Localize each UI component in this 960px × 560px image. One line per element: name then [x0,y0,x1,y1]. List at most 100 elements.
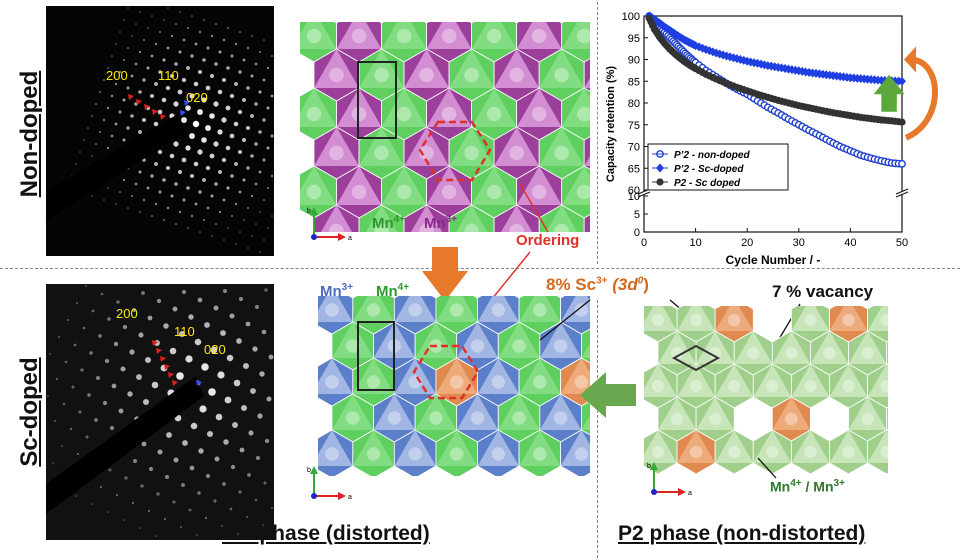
mn-octahedron-face [867,364,888,397]
diffraction-spot [266,66,270,70]
diffraction-spot [151,215,153,217]
mn-octahedron-face [829,430,868,463]
mn-octahedron-center [861,412,874,426]
mn4-octahedron-face [332,322,374,358]
improvement-arrow [873,74,905,112]
diffraction-spot [166,432,172,438]
diffraction-spot [78,410,82,414]
diffraction-spot [210,34,214,38]
mn4-octahedron-face [352,358,395,394]
hkl-020-top: 020 [186,90,208,105]
diffraction-spot [186,186,190,190]
direction-arrow-200 [128,94,134,100]
diffraction-spot [201,363,209,371]
mn4-octahedron-center [576,28,590,44]
point-p2-sc [898,118,906,126]
diffraction-spot [226,354,234,362]
mn-octahedron-center [728,379,741,393]
mn-octahedron-face [753,364,792,397]
diffraction-spot [222,482,226,486]
mn3-octahedron-center [509,145,524,161]
hkl-200-top: 200 [106,68,128,83]
diffraction-spot [61,445,63,447]
mn3-octahedron-center [470,339,485,353]
y-tick-label: 75 [628,120,640,132]
mn4-octahedron-center [576,184,590,200]
mn-octahedron-face [734,331,773,364]
diffraction-spot [154,202,158,206]
sc-octahedron-face [677,430,716,463]
label-non-doped: Non-doped [16,70,43,198]
diffraction-spot [140,484,144,488]
axis-b-bottom: b [307,467,311,474]
direction-arrow-200 [168,372,174,378]
diffraction-spot [234,202,238,206]
diffraction-spot [179,525,183,529]
diffraction-spot [85,435,89,439]
direction-arrow-200 [160,356,166,362]
mn3-octahedron-center [509,223,524,232]
mn3-octahedron-center [491,447,505,461]
mn4-octahedron-center [554,145,569,161]
mn-octahedron-center [880,379,888,393]
mn3-octahedron-face [584,155,590,166]
arrow-left [580,372,636,418]
mn4-octahedron-face [519,358,561,394]
mn-octahedron-center [708,346,722,360]
mn3-octahedron-center [531,106,547,122]
sc-octahedron-face [772,397,811,430]
x-tick-label: 50 [896,237,908,249]
diffraction-spot [155,535,157,537]
diffraction-spot [142,38,146,42]
mn4-octahedron-center [486,106,502,122]
diffraction-spot [146,186,150,190]
diffraction-spot [257,413,263,419]
mn4-octahedron-face [456,205,488,232]
diffraction-spot [270,94,274,98]
diffraction-spot [144,356,152,364]
diffraction-spot [166,46,170,50]
diffraction-spot [225,105,231,111]
diffraction-spot [199,231,201,233]
diffraction-spot [234,42,238,46]
diffraction-spot [267,227,269,229]
diffraction-spot [242,362,250,370]
mix-pointer [757,457,777,479]
sc-octahedron-center [842,313,855,327]
mn4-octahedron-face [300,88,337,127]
diffraction-spot [186,26,190,30]
mn3-octahedron-center [574,447,589,461]
diffraction-spot [270,174,274,178]
mn4-octahedron-face [519,296,561,322]
diffraction-spot [188,314,194,320]
diffraction-spot [163,219,165,221]
mn3-octahedron-face [314,49,360,88]
diffraction-spot [237,109,243,115]
mn-octahedron-center [651,379,665,393]
diffraction-spot [235,243,237,245]
diffraction-spot [114,122,118,126]
mn4-octahedron-center [396,184,412,200]
diffraction-spot [173,141,179,147]
diffraction-spot [246,86,250,90]
mn-octahedron-face [810,331,849,364]
diffraction-spot [250,114,254,118]
horizontal-divider [0,268,960,269]
diffraction-spot [262,78,266,82]
mn-octahedron-center [861,346,874,360]
axis-a-p2: a [688,490,692,497]
diffraction-spot [250,74,254,78]
mn-octahedron-face [867,306,888,331]
mn3-octahedron-face [394,430,436,466]
diffraction-spot [71,385,75,389]
diffraction-spot [182,38,186,42]
diffraction-spot [218,50,222,54]
diffraction-spot [131,307,137,313]
sc-octahedron-center [785,412,798,426]
diffraction-spot [198,190,202,194]
diffraction-spot [230,464,236,470]
diffraction-spot [114,82,118,86]
diffraction-spot [197,297,203,303]
structure-sc-doped [318,296,590,476]
diffraction-spot [185,145,191,151]
